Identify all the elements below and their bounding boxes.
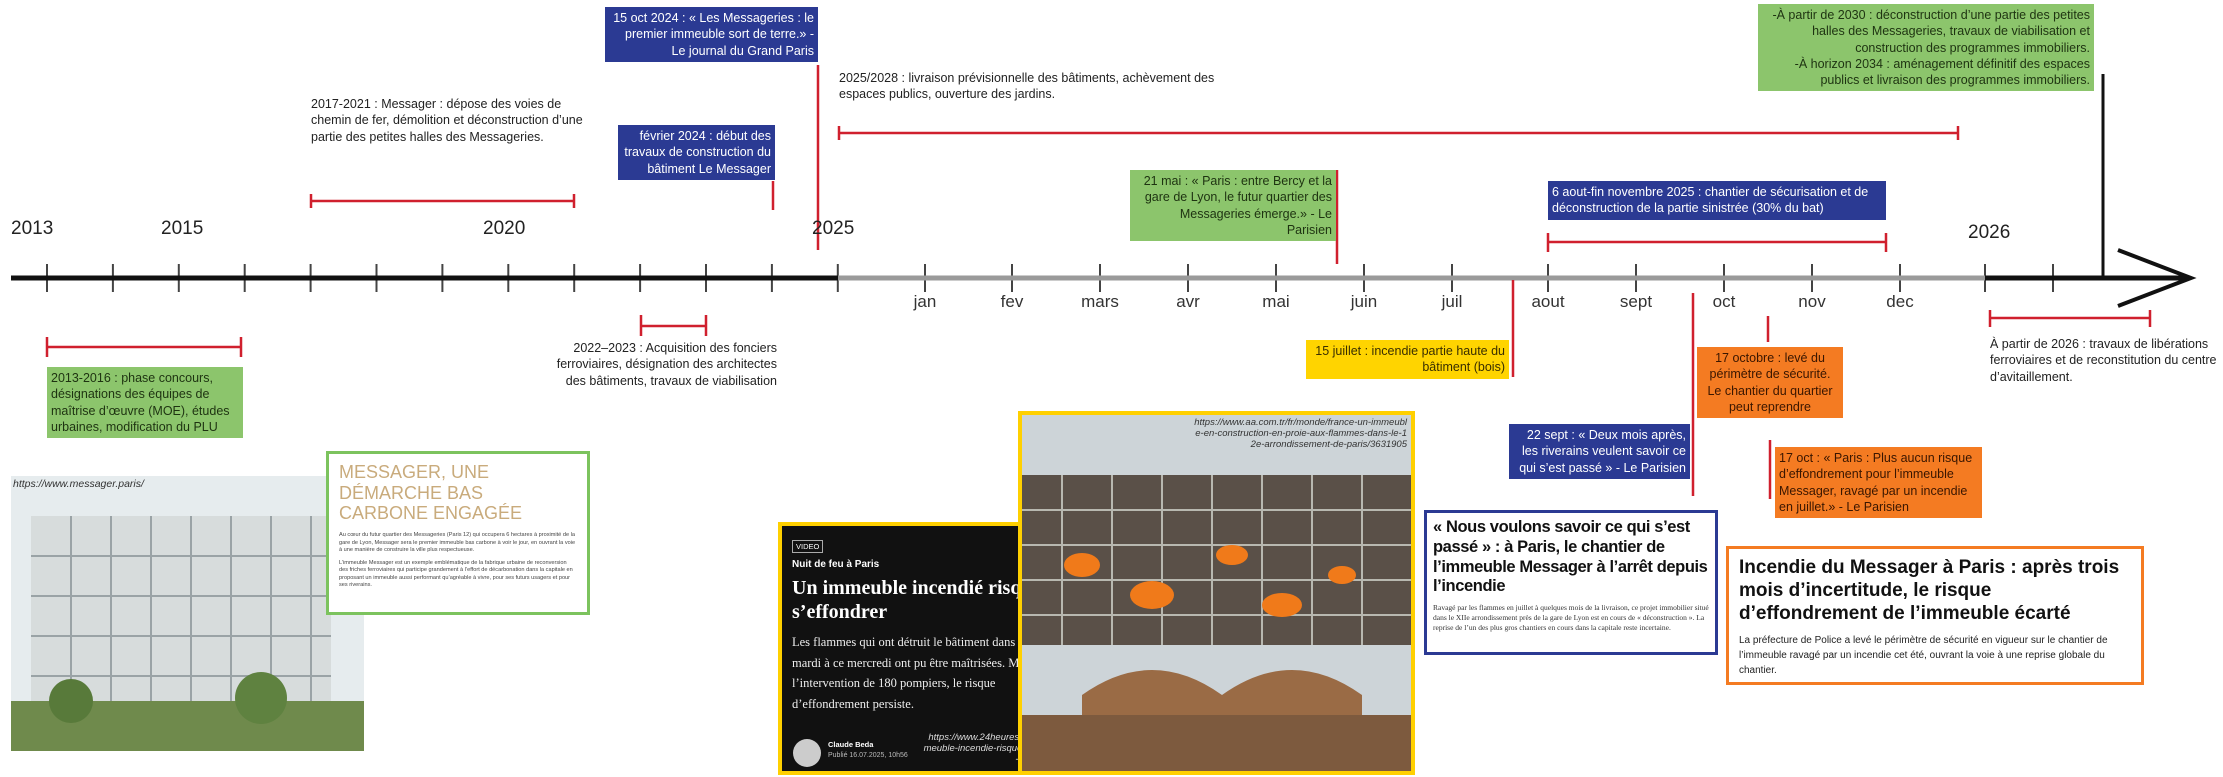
month-label: mai — [1262, 292, 1289, 312]
event-box: 17 oct : « Paris : Plus aucun risque d’e… — [1775, 447, 1982, 518]
month-label: dec — [1886, 292, 1913, 312]
timeline-page: 2013 2015 2020 2025 2026 jan fev mars avr ma… — [0, 0, 2223, 777]
month-label: aout — [1531, 292, 1564, 312]
article-parisien-oct: Incendie du Messager à Paris : après tro… — [1726, 546, 2144, 685]
year-label: 2020 — [483, 218, 525, 240]
date: Publié 16.07.2025, 10h56 — [828, 752, 908, 759]
event-text: 2022–2023 : Acquisition des fonciers fer… — [546, 340, 777, 389]
card-title: MESSAGER, UNE DÉMARCHE BAS CARBONE ENGAG… — [339, 462, 577, 524]
photo-illustration — [1022, 415, 1411, 771]
tree — [49, 679, 93, 723]
event-box: 22 sept : « Deux mois après, les riverai… — [1509, 424, 1690, 479]
source-url: https://www.aa.com.tr/fr/monde/france-un… — [1192, 417, 1407, 450]
photo-messager: https://www.messager.paris/ — [11, 476, 364, 751]
year-label: 2025 — [812, 218, 854, 240]
event-text: 2025/2028 : livraison prévisionnelle des… — [839, 70, 1249, 103]
card-body: L’immeuble Messager est un exemple emblé… — [339, 560, 577, 590]
year-label: 2026 — [1968, 222, 2010, 244]
bracket-2026 — [1990, 310, 2150, 327]
event-text: À partir de 2026 : travaux de libération… — [1990, 336, 2220, 385]
source-url: https://www.messager.paris/ — [13, 478, 144, 490]
month-label: juil — [1442, 292, 1463, 312]
month-label: fev — [1001, 292, 1024, 312]
year-label: 2013 — [11, 218, 53, 240]
bracket-aout-nov — [1548, 233, 1886, 252]
page: Messager timeline {"axis": { "years": ["… — [0, 0, 2223, 777]
headline: « Nous voulons savoir ce qui s’est passé… — [1433, 518, 1709, 597]
event-box: 15 juillet : incendie partie haute du bâ… — [1306, 340, 1509, 379]
event-box: 17 octobre : levé du périmètre de sécuri… — [1697, 347, 1843, 418]
bracket-2022-2023 — [641, 315, 706, 336]
article-body: La préfecture de Police a levé le périmè… — [1739, 633, 2131, 678]
month-label: juin — [1351, 292, 1377, 312]
tag: VIDEO — [792, 540, 823, 553]
card-messager: MESSAGER, UNE DÉMARCHE BAS CARBONE ENGAG… — [326, 451, 590, 615]
month-label: jan — [914, 292, 937, 312]
event-box: 15 oct 2024 : « Les Messageries : le pre… — [605, 7, 818, 62]
event-box: -À partir de 2030 : déconstruction d’une… — [1758, 4, 2094, 91]
headline: Incendie du Messager à Paris : après tro… — [1739, 557, 2131, 625]
avatar — [792, 738, 822, 768]
month-label: avr — [1176, 292, 1200, 312]
author: Claude Beda — [828, 740, 873, 749]
event-box: février 2024 : début des travaux de cons… — [618, 125, 775, 180]
year-label: 2015 — [161, 218, 203, 240]
event-text: 2017-2021 : Messager : dépose des voies … — [311, 96, 583, 145]
bracket-2013-2016 — [47, 337, 241, 357]
article-parisien-sept: « Nous voulons savoir ce qui s’est passé… — [1424, 510, 1718, 655]
card-body: Au cœur du futur quartier des Messagerie… — [339, 532, 577, 555]
event-box: 6 aout-fin novembre 2025 : chantier de s… — [1548, 181, 1886, 220]
tree — [235, 672, 287, 724]
month-label: nov — [1798, 292, 1825, 312]
month-label: oct — [1713, 292, 1736, 312]
photo-fire: https://www.aa.com.tr/fr/monde/france-un… — [1018, 411, 1415, 775]
month-label: sept — [1620, 292, 1652, 312]
event-box: 21 mai : « Paris : entre Bercy et la gar… — [1130, 170, 1336, 241]
month-label: mars — [1081, 292, 1119, 312]
event-box: 2013-2016 : phase concours, désignations… — [47, 367, 243, 438]
bracket-2025-2028 — [839, 126, 1958, 140]
building — [31, 516, 331, 706]
article-body: Ravagé par les flammes en juillet à quel… — [1433, 603, 1709, 633]
photo-illustration — [11, 476, 364, 751]
bracket-2017-2021 — [311, 194, 574, 208]
halle — [1022, 715, 1411, 771]
